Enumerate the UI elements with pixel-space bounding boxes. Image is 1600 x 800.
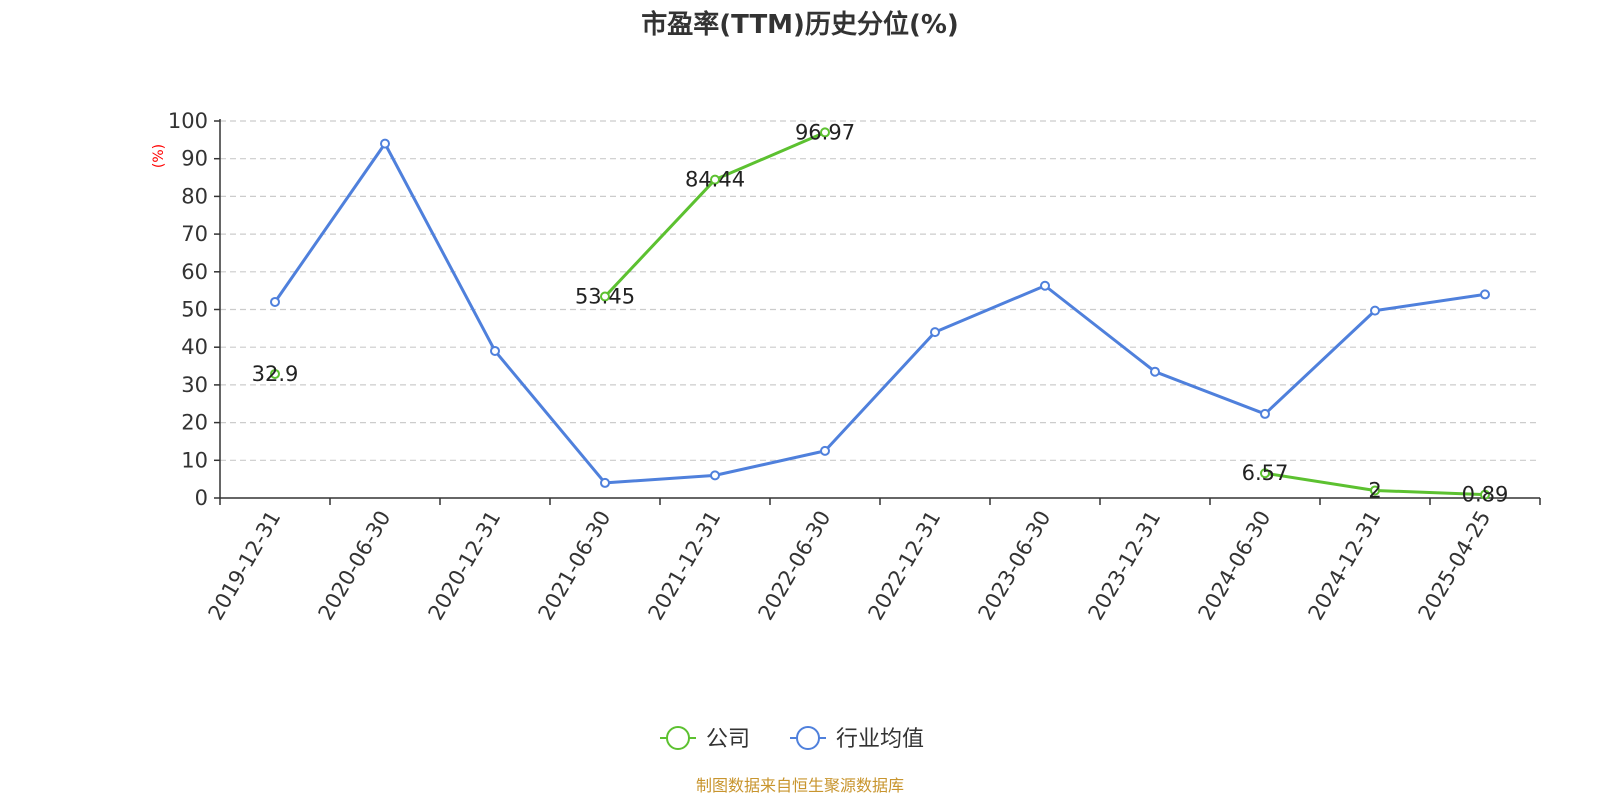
y-tick-label: 10 <box>181 448 208 472</box>
data-point[interactable] <box>490 345 500 356</box>
data-point[interactable] <box>1260 408 1270 419</box>
legend-swatch-marker[interactable] <box>666 726 690 750</box>
chart-title: 市盈率(TTM)历史分位(%) <box>641 9 959 40</box>
data-label: 53.45 <box>575 284 635 308</box>
data-point[interactable] <box>820 127 830 138</box>
y-tick-label: 0 <box>195 486 208 510</box>
y-tick-label: 30 <box>181 373 208 397</box>
data-point[interactable] <box>1150 366 1160 377</box>
x-tick-label: 2023-06-30 <box>974 507 1056 625</box>
data-point[interactable] <box>600 477 610 488</box>
data-label: 6.57 <box>1242 461 1289 485</box>
data-point[interactable] <box>270 296 280 307</box>
grid-lines <box>220 120 1540 461</box>
legend-label[interactable]: 公司 <box>706 727 750 752</box>
data-point[interactable] <box>1370 305 1380 316</box>
data-label: 32.9 <box>252 362 299 386</box>
x-tick-label: 2021-06-30 <box>534 507 616 625</box>
series-markers <box>270 127 1490 500</box>
x-tick-label: 2020-12-31 <box>424 507 506 625</box>
source-note: 制图数据来自恒生聚源数据库 <box>696 776 904 795</box>
y-tick-label: 100 <box>168 109 208 133</box>
data-point[interactable] <box>270 368 280 379</box>
x-tick-label: 2024-06-30 <box>1194 507 1276 625</box>
x-tick-label: 2024-12-31 <box>1304 507 1386 625</box>
series-line <box>273 142 1486 485</box>
data-point[interactable] <box>710 174 720 185</box>
x-tick-label: 2020-06-30 <box>314 507 396 625</box>
y-tick-label: 20 <box>181 411 208 435</box>
x-tick-label: 2021-12-31 <box>644 507 726 625</box>
x-tick-label: 2025-04-25 <box>1414 507 1496 625</box>
data-point[interactable] <box>930 327 940 338</box>
legend-swatch-marker[interactable] <box>796 726 820 750</box>
data-point[interactable] <box>1040 280 1050 291</box>
data-label: 0.89 <box>1462 483 1509 507</box>
x-tick-label: 2022-06-30 <box>754 507 836 625</box>
y-tick-label: 70 <box>181 222 208 246</box>
y-tick-label: 80 <box>181 184 208 208</box>
y-tick-label: 60 <box>181 260 208 284</box>
data-point[interactable] <box>820 445 830 456</box>
x-tick-label: 2023-12-31 <box>1084 507 1166 625</box>
data-label: 96.97 <box>795 120 855 144</box>
x-tick-label: 2022-12-31 <box>864 507 946 625</box>
data-point[interactable] <box>710 470 720 481</box>
data-point[interactable] <box>1480 489 1490 500</box>
data-point[interactable] <box>600 291 610 302</box>
data-point[interactable] <box>1260 468 1270 479</box>
data-labels: 32.9 53.45 84.44 96.97 6.57 2 0.89 <box>252 120 1509 506</box>
legend: 公司 行业均值 <box>660 726 924 752</box>
data-label: 2 <box>1368 478 1381 502</box>
y-tick-label: 90 <box>181 147 208 171</box>
data-point[interactable] <box>380 138 390 149</box>
y-tick-label: 40 <box>181 335 208 359</box>
data-point[interactable] <box>1480 289 1490 300</box>
x-tick-label: 2019-12-31 <box>204 507 286 625</box>
axes: 0 10 20 30 40 50 60 70 80 90 100 2019-12-31 2020-06-… <box>168 109 1541 625</box>
y-axis-label: (%) <box>151 144 167 168</box>
y-tick-label: 50 <box>181 298 208 322</box>
data-label: 84.44 <box>685 168 745 192</box>
data-point[interactable] <box>1370 485 1380 496</box>
legend-label[interactable]: 行业均值 <box>836 727 924 752</box>
series-lines <box>273 131 1486 497</box>
